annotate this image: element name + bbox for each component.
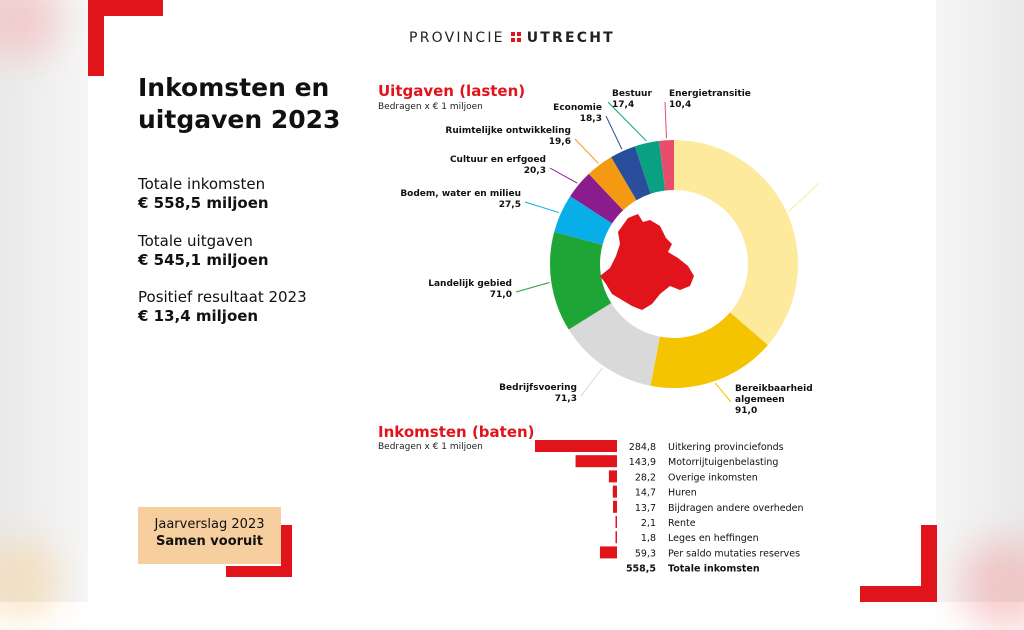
total-value-label: 558,5 — [626, 564, 656, 575]
logo-text-provincie: PROVINCIE — [409, 30, 505, 46]
bar-value-label: 28,2 — [635, 472, 656, 483]
leader-line — [580, 367, 603, 397]
income-bar — [613, 500, 617, 513]
bar-category-label: Uitkering provinciefonds — [668, 442, 784, 453]
leader-line — [524, 201, 560, 214]
leader-line — [714, 382, 732, 403]
slice-label: Bodem, water en milieu 27,5 — [400, 189, 521, 210]
report-line1: Jaarverslag 2023 — [154, 517, 265, 532]
bar-value-label: 14,7 — [635, 488, 656, 499]
leader-line — [607, 101, 647, 142]
stat-result: Positief resultaat 2023 € 13,4 miljoen — [138, 288, 307, 326]
income-chart-subtitle: Bedragen x € 1 miljoen — [378, 442, 483, 452]
stat-value: € 558,5 miljoen — [138, 194, 269, 212]
bar-value-label: 2,1 — [641, 518, 656, 529]
donut-slice — [674, 140, 798, 346]
income-chart-title: Inkomsten (baten) — [378, 423, 535, 441]
total-category-label: Totale inkomsten — [668, 564, 760, 575]
page-title: Inkomsten en uitgaven 2023 — [138, 73, 341, 134]
stat-value: € 545,1 miljoen — [138, 251, 269, 269]
donut-slice — [634, 140, 666, 194]
expenses-donut-chart: Bereikbaarheidopenbaar vervoer198,0Berei… — [400, 89, 820, 416]
donut-slice — [650, 312, 768, 388]
slice-label: Economie 18,3 — [553, 103, 602, 124]
bar-value-label: 1,8 — [641, 533, 656, 544]
logo-squares-icon — [510, 32, 521, 42]
stat-label: Totale inkomsten — [138, 175, 266, 193]
donut-slice — [554, 196, 613, 245]
corner-accent-top — [88, 0, 104, 76]
slice-label: Landelijk gebied 71,0 — [428, 279, 512, 300]
bar-category-label: Bijdragen andere overheden — [668, 503, 804, 514]
leader-line — [664, 101, 667, 139]
donut-slice — [588, 157, 637, 211]
province-logo: PROVINCIE UTRECHT — [0, 30, 1024, 46]
slice-label: Bedrijfsvoering 71,3 — [499, 383, 577, 404]
income-bar — [608, 470, 617, 483]
income-bar — [615, 516, 617, 528]
leader-line — [515, 282, 550, 293]
bar-value-label: 284,8 — [629, 442, 656, 453]
donut-slice — [611, 146, 651, 201]
bar-value-label: 59,3 — [635, 548, 656, 559]
leader-line — [574, 138, 599, 164]
slice-label: Bestuur 17,4 — [612, 89, 652, 110]
donut-slice — [659, 140, 674, 191]
slice-label: Cultuur en erfgoed 20,3 — [450, 155, 546, 176]
bar-value-label: 13,7 — [635, 503, 656, 514]
corner-accent-bottom — [860, 586, 937, 602]
corner-accent-top — [88, 0, 163, 16]
logo-text-utrecht: UTRECHT — [526, 30, 615, 46]
bar-category-label: Per saldo mutaties reserves — [668, 548, 800, 559]
stat-total-income: Totale inkomsten € 558,5 miljoen — [138, 175, 269, 213]
expenses-chart-subtitle: Bedragen x € 1 miljoen — [378, 102, 483, 112]
report-badge: Jaarverslag 2023 Samen vooruit — [138, 507, 281, 564]
expenses-chart-title: Uitgaven (lasten) — [378, 82, 526, 100]
slice-label: Ruimtelijke ontwikkeling 19,6 — [445, 126, 571, 147]
donut-slice — [550, 231, 612, 330]
donut-slice — [570, 173, 624, 224]
income-bar — [615, 531, 617, 544]
slice-label: Energietransitie 10,4 — [669, 89, 751, 110]
slice-label: Bereikbaarheid algemeen 91,0 — [735, 384, 813, 416]
background-left-panel — [0, 0, 88, 602]
stat-label: Positief resultaat 2023 — [138, 288, 307, 306]
bar-category-label: Overige inkomsten — [668, 472, 758, 483]
leader-line — [788, 182, 820, 212]
bar-category-label: Huren — [668, 488, 697, 499]
stat-value: € 13,4 miljoen — [138, 307, 259, 325]
income-bar — [599, 546, 617, 559]
corner-accent-box — [226, 566, 292, 577]
report-line2: Samen vooruit — [156, 534, 263, 549]
utrecht-province-map — [600, 214, 694, 310]
income-bar — [612, 485, 617, 498]
income-bar — [575, 455, 617, 468]
bar-value-label: 143,9 — [629, 457, 656, 468]
income-bar — [535, 440, 617, 452]
leader-line — [549, 167, 578, 184]
bar-category-label: Leges en heffingen — [668, 533, 759, 544]
bar-category-label: Rente — [668, 518, 696, 529]
background-right-panel — [936, 0, 1024, 602]
stat-label: Totale uitgaven — [138, 232, 253, 250]
corner-accent-box — [281, 525, 292, 577]
stat-total-expenses: Totale uitgaven € 545,1 miljoen — [138, 232, 269, 270]
bar-category-label: Motorrijtuigenbelasting — [668, 457, 778, 468]
income-bar-chart: 284,8 Uitkering provinciefonds 143,9 Motorr… — [535, 440, 804, 575]
donut-slice — [568, 303, 660, 386]
corner-accent-bottom — [921, 525, 937, 602]
leader-line — [605, 115, 623, 150]
